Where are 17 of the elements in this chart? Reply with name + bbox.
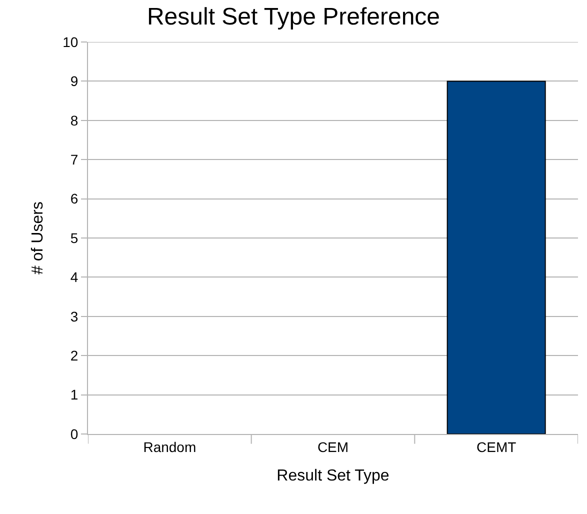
x-tick-label: Random	[143, 438, 196, 455]
y-tick-label: 4	[70, 269, 78, 286]
y-tick-label: 9	[70, 73, 78, 90]
x-tick-label: CEM	[317, 438, 349, 455]
y-tick-label: 1	[70, 386, 78, 403]
y-tick-label: 5	[70, 230, 78, 246]
y-tick-label: 0	[70, 426, 78, 442]
y-tick-label: 8	[70, 112, 78, 128]
y-axis-title: # of Users	[30, 202, 47, 274]
y-tick-label: 10	[62, 34, 78, 50]
x-axis-title: Result Set Type	[276, 468, 390, 484]
chart-title: Result Set Type Preference	[146, 4, 440, 31]
y-tick-label: 7	[70, 152, 78, 168]
x-tick-label: CEMT	[476, 438, 517, 455]
y-tick-label: 2	[70, 348, 78, 364]
y-tick-label: 3	[70, 308, 78, 324]
y-tick-label: 6	[70, 190, 78, 207]
